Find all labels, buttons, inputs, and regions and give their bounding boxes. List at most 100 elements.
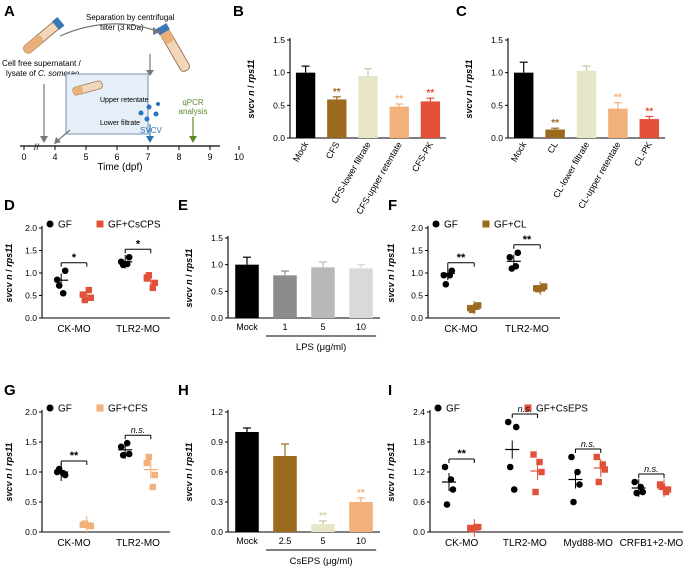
- x-tick-label: TLR2-MO: [116, 324, 160, 335]
- data-point: [595, 478, 602, 486]
- data-point: [143, 459, 150, 467]
- y-tick-label: 1.2: [211, 407, 223, 417]
- filter-box: [65, 73, 149, 135]
- bar: [545, 129, 565, 138]
- y-tick-label: 1.5: [25, 437, 37, 447]
- svg-text:lysate of C. someraе: lysate of C. someraе: [6, 69, 80, 78]
- x-tick-label: CK-MO: [57, 538, 91, 549]
- panel-letter-c: C: [456, 3, 467, 20]
- y-tick-label: 0.5: [211, 286, 223, 296]
- y-tick-label: 1.0: [211, 260, 223, 270]
- y-tick-label: 2.0: [25, 407, 37, 417]
- data-point: [125, 450, 133, 458]
- tick-label: 6: [114, 152, 119, 162]
- y-tick-label: 0.5: [411, 291, 423, 301]
- chart-g: 0.0 0.5 1.0 1.5 2.0 svcv n / rps11 GF GF+CFS ** C…: [4, 404, 170, 549]
- tick-label: 9: [207, 152, 212, 162]
- y-tick-label: 0.3: [211, 497, 223, 507]
- tube-icon: [23, 17, 65, 54]
- significance-label: **: [523, 234, 532, 246]
- significance-label: n.s.: [581, 439, 596, 449]
- bar: [327, 99, 347, 138]
- y-tick-label: 0.9: [211, 437, 223, 447]
- bar: [311, 524, 335, 532]
- data-point: [514, 249, 522, 257]
- upper-retentate-label: Upper retentate: [100, 97, 149, 104]
- data-point: [81, 296, 88, 304]
- legend-marker: [96, 404, 104, 412]
- data-point: [530, 451, 537, 458]
- bar: [358, 75, 378, 138]
- x-tick-label: CRFB1+2-MO: [620, 538, 684, 549]
- legend-label: GF: [446, 404, 460, 415]
- data-point: [570, 498, 577, 506]
- data-point: [469, 525, 476, 533]
- legend-label: GF+CsEPS: [536, 404, 588, 415]
- x-tick-label: 2.5: [279, 536, 292, 546]
- significance-label: **: [70, 450, 79, 462]
- lower-filtrate-label: Lower filtrate: [100, 120, 140, 127]
- chart-d: 0.0 0.5 1.0 1.5 2.0 svcv n / rps11 GF GF+CsCPS *…: [4, 220, 170, 335]
- bar: [576, 70, 597, 138]
- y-tick-label: 1.5: [273, 35, 285, 45]
- legend-label: GF: [58, 404, 72, 415]
- data-point: [149, 483, 156, 491]
- legend-label: GF+CFS: [108, 404, 148, 415]
- tick-label: 5: [83, 152, 88, 162]
- data-point: [449, 486, 457, 493]
- y-tick-label: 0.0: [211, 527, 223, 537]
- legend-marker: [434, 404, 442, 412]
- separation-label-1: Separation by centrifugal: [86, 13, 175, 22]
- x-tick-label: 1: [282, 322, 287, 332]
- tick-label: 8: [176, 152, 181, 162]
- data-point: [61, 267, 69, 275]
- bar: [349, 268, 373, 318]
- x-tick-label: TLR2-MO: [503, 538, 547, 549]
- y-tick-label: 2.4: [413, 407, 425, 417]
- y-axis-label: svcv n / rps11: [386, 244, 396, 303]
- x-tick-label: Mock: [236, 536, 258, 546]
- tick-label: 0: [21, 152, 26, 162]
- chart-h: 0.0 0.3 0.6 0.9 1.2 svcv n / rps11 Mock 2.5 ** 5 *…: [184, 407, 380, 567]
- significance-label: **: [357, 488, 365, 499]
- data-point: [536, 458, 543, 466]
- bar: [273, 456, 297, 532]
- data-point: [85, 286, 92, 294]
- y-tick-label: 1.5: [491, 35, 503, 45]
- timeline-xlabel: Time (dpf): [97, 162, 142, 173]
- arrow-down-icon: [40, 136, 48, 143]
- significance-label: *: [136, 238, 141, 250]
- data-point: [576, 481, 583, 488]
- svcv-label: SVCV: [140, 126, 162, 135]
- data-point: [593, 453, 600, 461]
- y-tick-label: 0.6: [211, 467, 223, 477]
- tick-label: 7: [145, 152, 150, 162]
- bar: [235, 264, 259, 318]
- data-point: [145, 272, 152, 279]
- panel-letter-e: E: [178, 197, 188, 214]
- source-label-1: Cell free supernatant /: [2, 59, 81, 68]
- significance-label: n.s.: [644, 464, 659, 474]
- x-tick-label: CFS-PK: [410, 140, 435, 174]
- y-tick-label: 1.2: [413, 467, 425, 477]
- y-tick-label: 0.0: [211, 313, 223, 323]
- y-tick-label: 1.0: [411, 268, 423, 278]
- x-tick-label: Myd88-MO: [563, 538, 613, 549]
- x-axis-label: LPS (μg/ml): [296, 342, 346, 353]
- panel-letter-b: B: [233, 3, 244, 20]
- y-tick-label: 0.5: [273, 100, 285, 110]
- data-point: [599, 461, 606, 468]
- data-point: [639, 488, 647, 496]
- legend-marker: [432, 220, 440, 228]
- data-point: [538, 468, 545, 476]
- y-tick-label: 1.0: [491, 68, 503, 78]
- data-point: [469, 306, 476, 314]
- data-point: [79, 291, 86, 298]
- y-axis-label: svcv n / rps11: [4, 443, 14, 502]
- legend-label: GF+CL: [494, 220, 527, 231]
- data-point: [512, 423, 520, 431]
- significance-label: **: [645, 106, 653, 117]
- x-tick-label: Mock: [291, 140, 311, 164]
- bar: [608, 108, 628, 138]
